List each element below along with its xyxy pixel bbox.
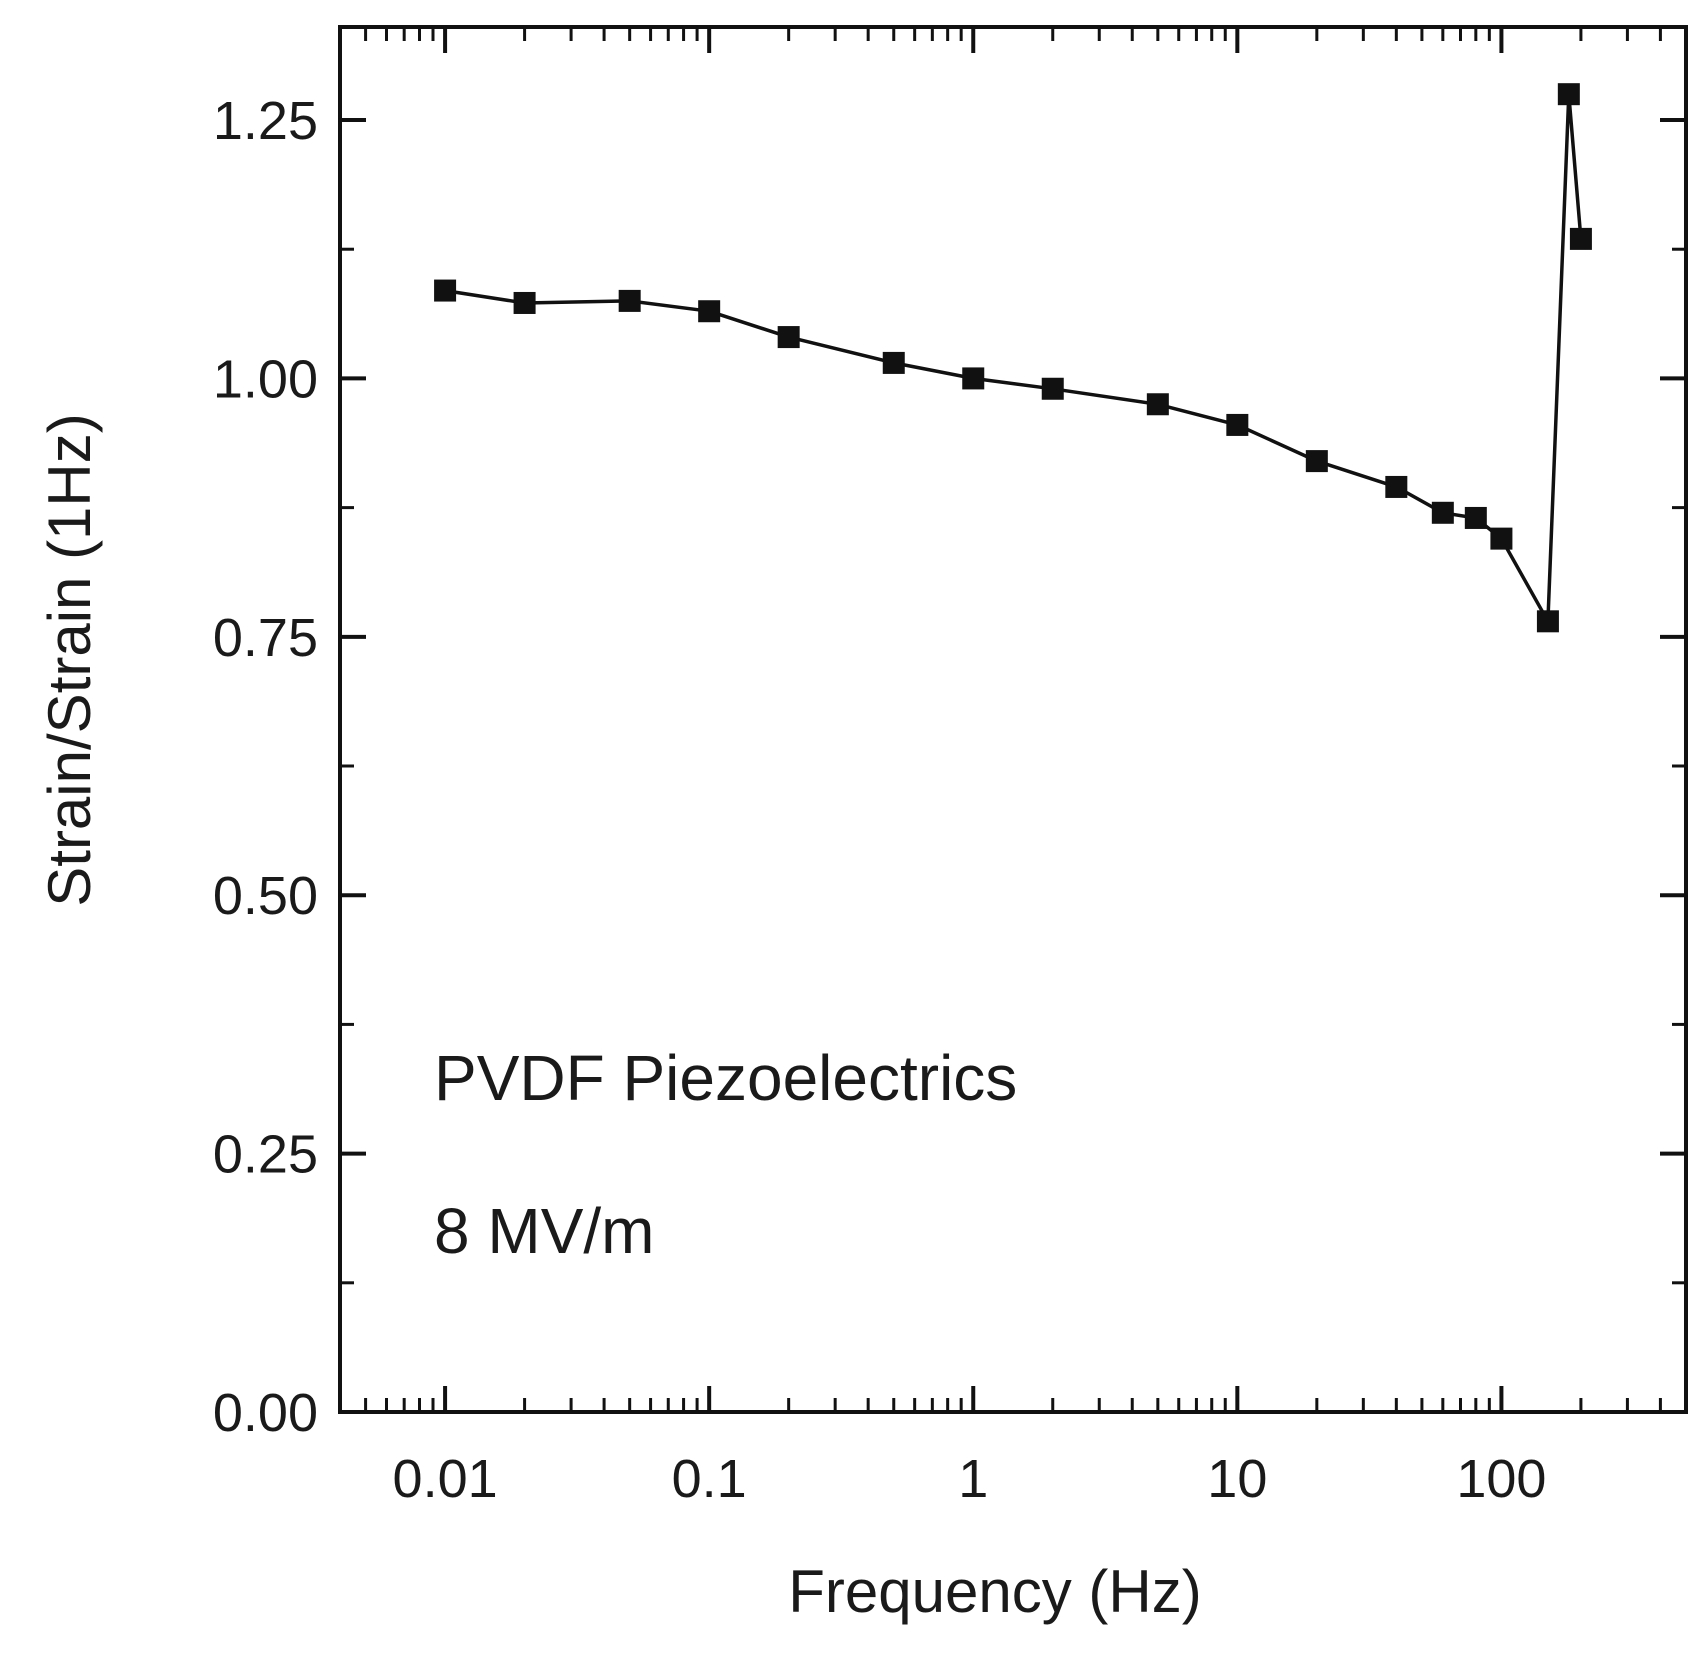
plot-frame [338, 25, 1688, 1414]
x-axis-title: Frequency (Hz) [788, 1558, 1201, 1625]
annotation-title: PVDF Piezoelectrics [434, 1042, 1017, 1114]
data-point-marker [618, 289, 641, 312]
data-point-marker [513, 291, 536, 314]
series-layer [434, 83, 1592, 633]
data-point-marker [1557, 83, 1580, 106]
y-tick-label: 0.00 [213, 1383, 318, 1443]
major-ticks [340, 27, 1686, 1414]
data-point-marker [434, 279, 457, 302]
y-tick-label: 0.50 [213, 866, 318, 926]
plot-frame-group [338, 25, 1688, 1414]
x-tick-label: 100 [1456, 1449, 1546, 1509]
y-tick-labels: 0.00 0.25 0.50 0.75 1.00 1.25 [213, 91, 318, 1443]
minor-ticks [340, 27, 1686, 1412]
data-point-marker [1226, 413, 1249, 436]
series-line [444, 92, 1583, 624]
annotation-field: 8 MV/m [434, 1195, 654, 1267]
data-point-marker [1041, 377, 1064, 400]
data-point-marker [1385, 475, 1408, 498]
x-tick-label: 0.01 [393, 1449, 498, 1509]
y-tick-label: 0.75 [213, 608, 318, 668]
data-point-marker [882, 351, 905, 374]
data-point-marker [1146, 393, 1169, 416]
x-tick-label: 1 [958, 1449, 988, 1509]
data-point-marker [777, 326, 800, 349]
y-tick-label: 0.25 [213, 1125, 318, 1185]
data-point-marker [1536, 610, 1559, 633]
data-point-marker [1305, 450, 1328, 473]
data-point-marker [962, 367, 985, 390]
data-point-marker [1569, 227, 1592, 250]
x-tick-label: 0.1 [672, 1449, 747, 1509]
data-point-marker [1490, 527, 1513, 550]
y-tick-label: 1.25 [213, 91, 318, 151]
x-tick-labels: 0.01 0.1 1 10 100 [393, 1449, 1547, 1509]
data-point-marker [1464, 506, 1487, 529]
data-point-marker [1431, 501, 1454, 524]
y-axis-title: Strain/Strain (1Hz) [36, 413, 103, 906]
y-tick-label: 1.00 [213, 349, 318, 409]
x-tick-label: 10 [1207, 1449, 1267, 1509]
data-point-marker [698, 300, 721, 323]
